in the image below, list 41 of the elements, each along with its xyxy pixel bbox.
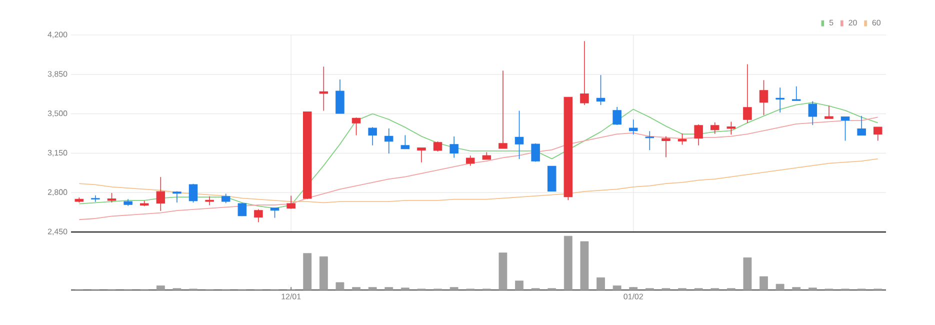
candlestick xyxy=(221,193,230,204)
candlestick xyxy=(433,140,442,152)
candlestick xyxy=(678,133,687,146)
candlestick xyxy=(286,195,296,210)
candlestick xyxy=(336,79,344,114)
candlestick xyxy=(628,119,638,135)
candlestick xyxy=(710,122,720,134)
candlestick xyxy=(450,136,458,158)
candlestick xyxy=(759,80,768,116)
candlestick xyxy=(776,87,784,113)
candlestick xyxy=(531,143,540,162)
candlestick xyxy=(808,100,818,126)
candlestick xyxy=(368,126,377,146)
candlestick xyxy=(726,121,736,135)
candlestick xyxy=(873,126,882,142)
candlestick xyxy=(514,110,524,160)
candlestick xyxy=(662,136,670,158)
candlestick xyxy=(580,40,589,106)
candlestick xyxy=(645,130,654,151)
candlestick xyxy=(352,117,361,136)
candlestick xyxy=(596,74,606,106)
candlestick xyxy=(498,70,508,149)
candlestick xyxy=(400,134,410,150)
candlestick xyxy=(205,196,214,206)
candlestick xyxy=(840,116,850,142)
candlestick xyxy=(172,190,182,203)
candlestick xyxy=(270,208,280,218)
candlestick xyxy=(188,183,198,203)
candlestick xyxy=(612,106,622,126)
candlestick xyxy=(792,86,801,101)
candlestick xyxy=(694,124,703,146)
candlestick xyxy=(857,115,866,136)
candlestick xyxy=(417,147,426,163)
candlestick xyxy=(384,128,394,154)
candlestick xyxy=(466,155,475,166)
candlestick xyxy=(743,64,752,124)
candlestick xyxy=(824,105,834,119)
candlestick xyxy=(91,195,100,202)
candlestick xyxy=(254,208,263,223)
candlestick xyxy=(156,176,166,212)
candlestick xyxy=(107,192,116,203)
